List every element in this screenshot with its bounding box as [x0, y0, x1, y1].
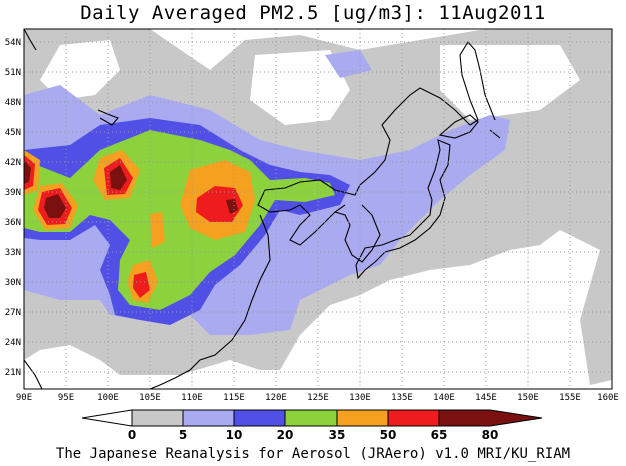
lon-label: 115E: [223, 393, 245, 403]
longitude-labels: 90E 95E 100E 105E 110E 115E 120E 125E 13…: [16, 393, 619, 403]
lat-label: 45N: [5, 128, 21, 138]
lat-label: 51N: [5, 68, 21, 78]
colorbar-label: 50: [380, 428, 397, 442]
lon-label: 160E: [597, 393, 619, 403]
lon-label: 100E: [97, 393, 119, 403]
colorbar-segment: [182, 409, 235, 427]
pm-level-white-hole: [440, 270, 580, 385]
footer-credit: The Japanese Reanalysis for Aerosol (JRA…: [55, 446, 571, 462]
lon-label: 90E: [16, 393, 32, 403]
lon-label: 150E: [517, 393, 539, 403]
lon-label: 110E: [181, 393, 203, 403]
lat-label: 30N: [5, 278, 21, 288]
lat-lon-grid: [24, 29, 612, 389]
lon-label: 105E: [139, 393, 161, 403]
lat-label: 24N: [5, 338, 21, 348]
lon-label: 155E: [559, 393, 581, 403]
pm-level-dark-red: [44, 194, 66, 218]
lat-label: 48N: [5, 98, 21, 108]
colorbar-label: 5: [179, 428, 187, 442]
lon-label: 130E: [349, 393, 371, 403]
colorbar-segment: [81, 409, 133, 427]
colorbar-segment: [131, 409, 184, 427]
colorbar-label: 10: [226, 428, 243, 442]
lon-label: 120E: [265, 393, 287, 403]
lon-label: 135E: [391, 393, 413, 403]
colorbar-segment: [284, 409, 338, 427]
colorbar-segment: [233, 409, 286, 427]
pm-level-white-hole: [440, 45, 580, 120]
colorbar-label: 80: [482, 428, 499, 442]
colorbar-segment: [387, 409, 440, 427]
colorbar: 0 5 10 20 35 50 65 80: [81, 409, 543, 442]
lat-label: 42N: [5, 158, 21, 168]
pm-level-dark-red: [24, 160, 31, 184]
lon-label: 145E: [475, 393, 497, 403]
pm-level-white-hole: [300, 325, 430, 385]
lat-label: 36N: [5, 218, 21, 228]
pm-level-dark-red: [226, 199, 238, 214]
colorbar-segment: [438, 409, 543, 427]
lat-label: 39N: [5, 188, 21, 198]
colorbar-label: 0: [128, 428, 136, 442]
lat-label: 21N: [5, 368, 21, 378]
pm-level-orange: [150, 212, 165, 248]
lon-label: 140E: [433, 393, 455, 403]
colorbar-label: 65: [431, 428, 448, 442]
colorbar-segment: [336, 409, 389, 427]
map-title: Daily Averaged PM2.5 [ug/m3]: 11Aug2011: [80, 2, 546, 24]
lat-label: 27N: [5, 308, 21, 318]
lon-label: 125E: [307, 393, 329, 403]
concentration-field: [24, 29, 612, 385]
colorbar-label: 20: [277, 428, 294, 442]
pm-level-red: [133, 272, 150, 298]
latitude-labels: 54N 51N 48N 45N 42N 39N 36N 33N 30N 27N …: [5, 38, 21, 378]
map-frame: [23, 28, 613, 390]
pm-level-dark-red: [110, 165, 127, 190]
pm-level-white-hole: [250, 50, 350, 125]
colorbar-label: 35: [329, 428, 346, 442]
lat-label: 54N: [5, 38, 21, 48]
lat-label: 33N: [5, 248, 21, 258]
lon-label: 95E: [58, 393, 74, 403]
coastlines: [24, 29, 501, 389]
